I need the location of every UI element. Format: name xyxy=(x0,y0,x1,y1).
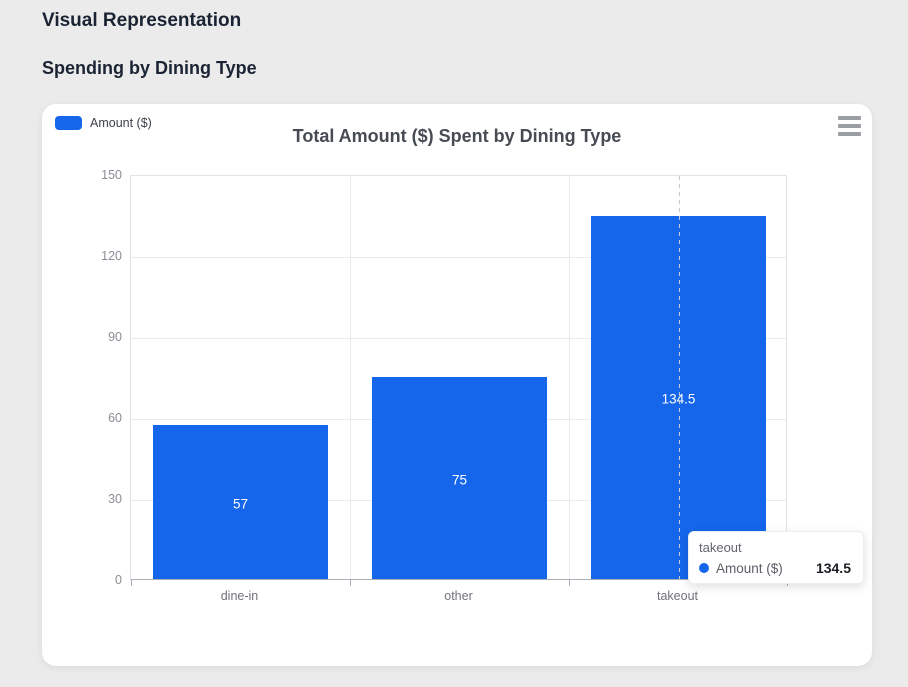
gridline-horizontal xyxy=(131,257,786,258)
chart-title: Total Amount ($) Spent by Dining Type xyxy=(292,126,622,146)
x-axis: dine-in other takeout xyxy=(130,589,787,609)
x-axis-category-label: other xyxy=(444,589,473,603)
y-axis-tick-label: 60 xyxy=(108,411,122,425)
x-axis-category-label: dine-in xyxy=(220,589,259,603)
bar-other[interactable] xyxy=(371,376,548,579)
bar-takeout[interactable] xyxy=(590,215,767,579)
plot-area: 57 75 134.5 xyxy=(130,175,788,586)
chart-card: Amount ($) Total Amount ($) Spent by Din… xyxy=(42,104,872,666)
x-axis-tick xyxy=(131,580,132,586)
tooltip-category: takeout xyxy=(699,540,742,555)
y-axis-tick-label: 0 xyxy=(115,573,122,587)
bar-value-label: 134.5 xyxy=(569,392,788,407)
hover-crosshair-line xyxy=(678,176,680,579)
page-title: Visual Representation xyxy=(42,10,242,31)
bar-value-label: 75 xyxy=(451,472,468,488)
y-axis-tick-label: 150 xyxy=(101,168,122,182)
x-axis-category-label: takeout xyxy=(656,589,698,603)
tooltip-series-name: Amount ($) xyxy=(716,560,783,576)
hamburger-menu-icon[interactable] xyxy=(837,115,862,137)
y-axis-tick-label: 90 xyxy=(108,330,122,344)
bar-dine-in[interactable] xyxy=(152,425,329,579)
page-subtitle: Spending by Dining Type xyxy=(42,58,257,78)
tooltip-value: 134.5 xyxy=(815,560,851,576)
legend-swatch xyxy=(55,116,82,130)
gridline-vertical xyxy=(569,176,570,579)
tooltip-series-dot-icon xyxy=(699,563,709,573)
y-axis: 0 30 60 90 120 150 xyxy=(42,168,122,587)
y-axis-tick-label: 30 xyxy=(108,492,122,506)
y-axis-tick-label: 120 xyxy=(101,249,122,263)
legend-label: Amount ($) xyxy=(90,116,152,130)
gridline-vertical xyxy=(350,176,351,579)
x-axis-tick xyxy=(350,580,351,586)
chart-tooltip: takeout Amount ($) 134.5 xyxy=(688,531,864,584)
bar-value-label: 57 xyxy=(232,496,249,512)
gridline-horizontal xyxy=(131,338,786,339)
legend-item-amount[interactable]: Amount ($) xyxy=(55,116,152,130)
x-axis-tick xyxy=(569,580,570,586)
